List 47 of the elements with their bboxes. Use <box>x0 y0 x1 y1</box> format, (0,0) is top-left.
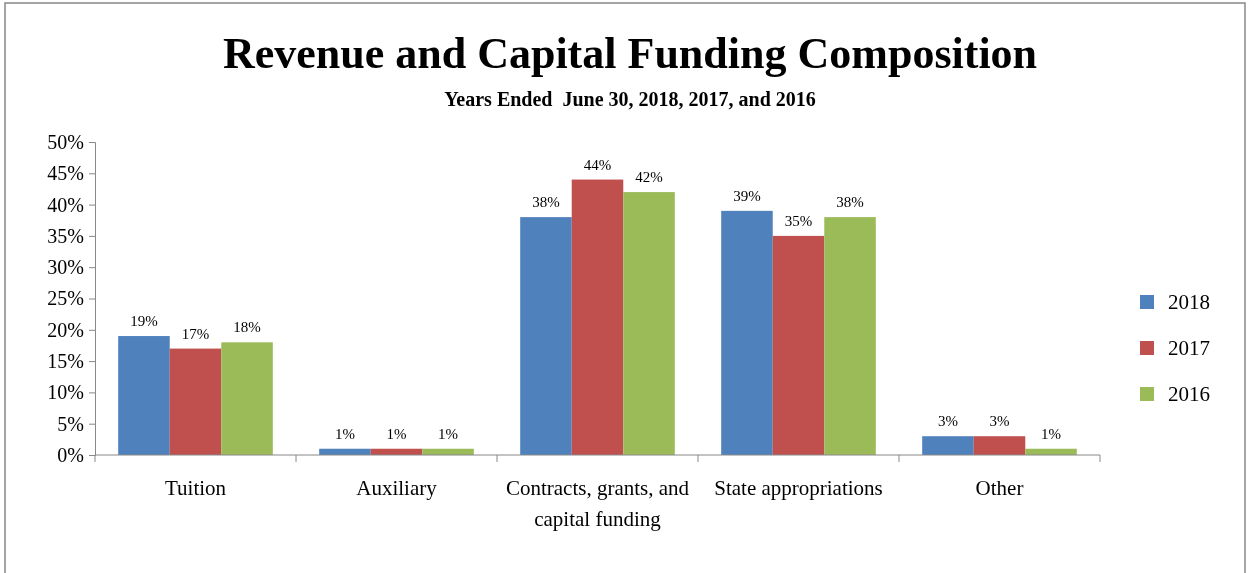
y-tick-label: 0% <box>57 443 84 466</box>
data-label: 35% <box>784 212 813 229</box>
bar <box>721 210 773 455</box>
data-label: 3% <box>937 413 958 430</box>
bar <box>772 235 825 455</box>
legend-label: 2016 <box>1168 382 1210 406</box>
chart-title: Revenue and Capital Funding Composition <box>222 29 1038 78</box>
chart-subtitle: Years Ended June 30, 2018, 2017, and 2016 <box>444 88 816 110</box>
y-tick-label: 35% <box>47 224 84 247</box>
data-label: 39% <box>733 187 761 204</box>
y-tick-label: 5% <box>57 412 84 435</box>
data-label: 1% <box>334 425 355 442</box>
y-tick-label: 30% <box>47 256 84 279</box>
bar <box>973 436 1026 455</box>
bar <box>221 342 273 455</box>
data-label: 3% <box>989 413 1010 430</box>
x-tick-label: Tuition <box>164 476 227 500</box>
y-tick-label: 50% <box>47 130 84 153</box>
x-tick-label: State appropriations <box>714 476 883 500</box>
data-label: 42% <box>635 169 663 186</box>
bar <box>571 179 624 455</box>
data-label: 1% <box>438 425 459 442</box>
x-tick-label: Auxiliary <box>356 476 438 500</box>
y-tick-label: 20% <box>47 318 84 341</box>
data-label: 1% <box>386 425 407 442</box>
legend-label: 2018 <box>1168 290 1210 314</box>
y-tick-label: 15% <box>47 350 84 372</box>
data-label: 44% <box>583 156 612 173</box>
y-tick-label: 45% <box>47 162 84 185</box>
bar <box>169 348 222 455</box>
bar <box>824 217 876 455</box>
y-tick-label: 40% <box>47 193 84 216</box>
bar <box>520 217 572 455</box>
y-tick-label: 10% <box>47 381 84 404</box>
bar <box>118 336 170 455</box>
y-tick-label: 25% <box>47 287 84 310</box>
x-tick-label: Contracts, grants, and capital funding <box>505 476 690 531</box>
data-label: 17% <box>181 325 210 342</box>
x-tick-label: Other <box>975 476 1024 500</box>
bar <box>922 436 974 455</box>
data-label: 18% <box>233 319 261 336</box>
data-label: 38% <box>836 194 864 211</box>
legend-label: 2017 <box>1168 336 1210 360</box>
bar <box>623 192 675 455</box>
data-label: 38% <box>532 194 560 211</box>
data-label: 1% <box>1041 425 1062 442</box>
data-label: 19% <box>130 313 158 330</box>
